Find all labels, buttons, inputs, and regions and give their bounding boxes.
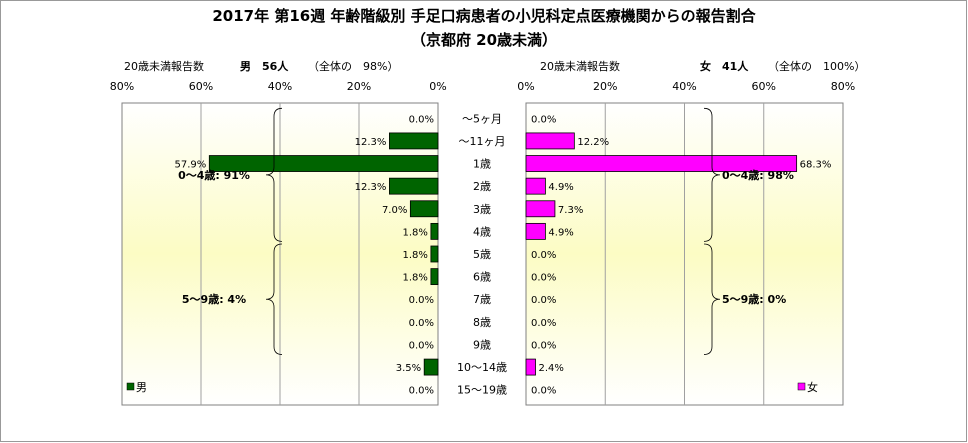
right-header-count: 41人 [722, 59, 749, 73]
bar-male [430, 268, 439, 286]
tick-label-left: 0% [429, 80, 446, 93]
category-label: 4歳 [473, 225, 491, 238]
tick-label-right: 80% [831, 80, 855, 93]
data-label-female: 12.2% [577, 137, 609, 148]
data-label-male: 0.0% [409, 295, 434, 306]
left-header-sex: 男 [240, 60, 251, 73]
legend-female-swatch [797, 382, 806, 391]
tick-label-left: 80% [110, 80, 134, 93]
bar-male [423, 358, 439, 376]
legend-female: 女 [797, 380, 818, 394]
data-label-male: 1.8% [402, 273, 427, 284]
data-label-female: 4.9% [548, 227, 573, 238]
bar-female [525, 132, 575, 150]
right-header-note: （全体の 100%） [768, 59, 865, 73]
right-header: 20歳未満報告数 女 41人 （全体の 100%） [540, 59, 865, 73]
bars [208, 132, 798, 376]
data-label-male: 0.0% [409, 114, 434, 125]
bar-male [389, 132, 439, 150]
group-label-female: 0～4歳: 98% [722, 168, 794, 182]
category-label: 7歳 [473, 293, 491, 306]
data-label-female: 0.0% [531, 386, 556, 397]
category-label: 3歳 [473, 203, 491, 216]
legend-male-swatch [126, 382, 135, 391]
left-header: 20歳未満報告数 男 56人 （全体の 98%） [124, 59, 398, 73]
category-label: 2歳 [473, 180, 491, 193]
data-label-male: 1.8% [402, 250, 427, 261]
category-label: ～11ヶ月 [459, 135, 506, 148]
data-label-female: 4.9% [548, 182, 573, 193]
data-label-male: 12.3% [355, 182, 387, 193]
category-labels: ～5ヶ月 ～11ヶ月 1歳 2歳 3歳 4歳 5歳 6歳 7歳 8歳 9歳 10～14歳 15～19歳 [457, 112, 507, 396]
data-label-female: 2.4% [539, 363, 564, 374]
bar-female [525, 358, 536, 376]
group-label-male: 0～4歳: 91% [178, 168, 250, 182]
category-label: 6歳 [473, 271, 491, 284]
data-label-male: 12.3% [355, 137, 387, 148]
group-bracket [703, 243, 721, 355]
bar-male [430, 245, 439, 263]
chart-title-line2: （京都府 20歳未満） [411, 31, 557, 49]
right-header-label: 20歳未満報告数 [540, 60, 620, 73]
data-label-male: 7.0% [382, 205, 407, 216]
bar-female [525, 177, 546, 195]
bar-female [525, 222, 546, 240]
data-label-male: 0.0% [409, 340, 434, 351]
data-label-female: 0.0% [531, 250, 556, 261]
bar-male [430, 222, 439, 240]
tick-label-right: 40% [672, 80, 696, 93]
tick-label-left: 60% [189, 80, 213, 93]
data-label-female: 0.0% [531, 114, 556, 125]
data-label-male: 0.0% [409, 318, 434, 329]
data-label-male: 1.8% [402, 227, 427, 238]
bar-male [208, 155, 439, 172]
legend-male: 男 [126, 381, 147, 394]
legend-female-label: 女 [807, 380, 818, 394]
group-bracket [265, 107, 283, 242]
left-header-count: 56人 [262, 59, 289, 73]
category-label: 9歳 [473, 338, 491, 351]
data-label-male: 0.0% [409, 386, 434, 397]
group-label-male: 5～9歳: 4% [182, 292, 246, 306]
data-label-female: 7.3% [558, 205, 583, 216]
bar-female [525, 155, 798, 172]
data-label-female: 0.0% [531, 318, 556, 329]
data-label-female: 0.0% [531, 273, 556, 284]
data-labels: 0.0% 0.0% 12.3% 12.2% 57.9% 68.3% 12.3% 4.9% 7.0… [175, 114, 832, 396]
bar-female [525, 200, 556, 218]
tick-label-right: 60% [752, 80, 776, 93]
category-label: 8歳 [473, 316, 491, 329]
tick-label-left: 40% [268, 80, 292, 93]
data-label-male: 57.9% [175, 160, 207, 171]
data-label-female: 0.0% [531, 295, 556, 306]
group-bracket [265, 243, 283, 355]
left-header-note: （全体の 98%） [308, 59, 398, 73]
category-label: 15～19歳 [457, 384, 507, 397]
chart-title-line1: 2017年 第16週 年齢階級別 手足口病患者の小児科定点医療機関からの報告割合 [212, 7, 756, 25]
category-label: 5歳 [473, 248, 491, 261]
category-label: 10～14歳 [457, 361, 507, 374]
right-header-sex: 女 [700, 59, 711, 73]
group-label-female: 5～9歳: 0% [722, 292, 786, 306]
group-brackets: 0～4歳: 91% 5～9歳: 4% 0～4歳: 98% 5～9歳: 0% [178, 107, 794, 355]
legend-male-label: 男 [136, 381, 147, 394]
category-label: 1歳 [473, 158, 491, 171]
tick-label-right: 0% [517, 80, 534, 93]
bar-male [389, 177, 439, 195]
left-header-label: 20歳未満報告数 [124, 60, 204, 73]
tick-label-right: 20% [593, 80, 617, 93]
category-label: ～5ヶ月 [462, 112, 502, 125]
data-label-female: 0.0% [531, 340, 556, 351]
data-label-female: 68.3% [800, 160, 832, 171]
data-label-male: 3.5% [396, 363, 421, 374]
tick-label-left: 20% [347, 80, 371, 93]
group-bracket [703, 107, 721, 242]
bar-male [409, 200, 439, 218]
axis-ticks: 0% 0% 20% 20% 40% 40% 60% 60% 80% 80% [110, 80, 855, 93]
